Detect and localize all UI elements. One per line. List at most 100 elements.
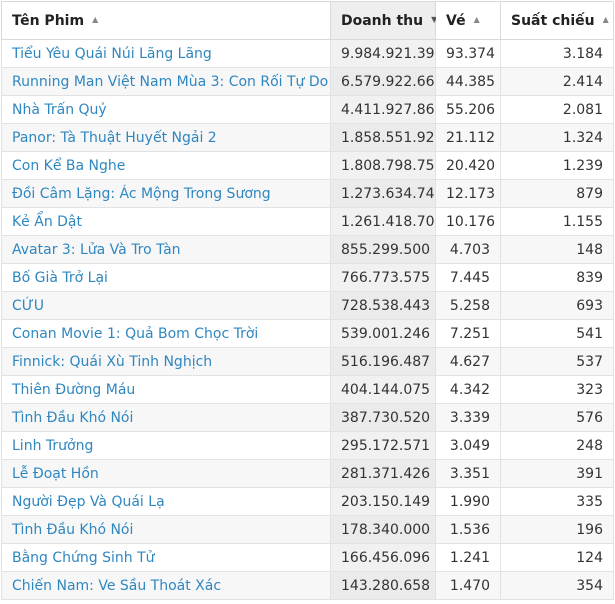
movie-title-link[interactable]: Bố Già Trở Lại — [1, 263, 331, 292]
tickets-cell: 1.990 — [435, 487, 501, 516]
movie-title-link[interactable]: Tình Đầu Khó Nói — [1, 515, 331, 544]
table-row: Tiểu Yêu Quái Núi Lãng Lãng 9.984.921.397… — [1, 39, 614, 68]
table-row: Kẻ Ẩn Dật 1.261.418.702 10.176 1.155 — [1, 207, 614, 236]
movie-title-link[interactable]: Nhà Trấn Quỷ — [1, 95, 331, 124]
tickets-cell: 1.470 — [435, 571, 501, 600]
table-row: Bố Già Trở Lại 766.773.575 7.445 839 — [1, 263, 614, 292]
movie-title-link[interactable]: CỨU — [1, 291, 331, 320]
showtimes-cell: 391 — [500, 459, 614, 488]
revenue-cell: 4.411.927.866 — [330, 95, 436, 124]
revenue-cell: 387.730.520 — [330, 403, 436, 432]
column-header-tickets[interactable]: Vé ▲ — [435, 1, 501, 40]
showtimes-cell: 693 — [500, 291, 614, 320]
revenue-cell: 404.144.075 — [330, 375, 436, 404]
movie-title-link[interactable]: Lễ Đoạt Hồn — [1, 459, 331, 488]
tickets-cell: 4.703 — [435, 235, 501, 264]
showtimes-cell: 148 — [500, 235, 614, 264]
revenue-cell: 1.858.551.924 — [330, 123, 436, 152]
movie-title-link[interactable]: Conan Movie 1: Quả Bom Chọc Trời — [1, 319, 331, 348]
tickets-cell: 3.351 — [435, 459, 501, 488]
table-row: Tình Đầu Khó Nói 387.730.520 3.339 576 — [1, 403, 614, 432]
table-header-row: Tên Phim ▲ Doanh thu ▼ Vé ▲ Suất chiếu ▲ — [1, 1, 614, 40]
revenue-cell: 281.371.426 — [330, 459, 436, 488]
showtimes-cell: 248 — [500, 431, 614, 460]
revenue-cell: 516.196.487 — [330, 347, 436, 376]
revenue-cell: 178.340.000 — [330, 515, 436, 544]
column-header-tickets-label: Vé — [446, 12, 466, 29]
column-header-title[interactable]: Tên Phim ▲ — [1, 1, 331, 40]
movie-title-link[interactable]: Tình Đầu Khó Nói — [1, 403, 331, 432]
movie-title-link[interactable]: Con Kể Ba Nghe — [1, 151, 331, 180]
tickets-cell: 20.420 — [435, 151, 501, 180]
table-row: Thiên Đường Máu 404.144.075 4.342 323 — [1, 375, 614, 404]
revenue-cell: 6.579.922.667 — [330, 67, 436, 96]
revenue-cell: 143.280.658 — [330, 571, 436, 600]
table-row: Người Đẹp Và Quái Lạ 203.150.149 1.990 335 — [1, 487, 614, 516]
movie-title-link[interactable]: Finnick: Quái Xù Tinh Nghịch — [1, 347, 331, 376]
table-row: Running Man Việt Nam Mùa 3: Con Rối Tự D… — [1, 67, 614, 96]
tickets-cell: 12.173 — [435, 179, 501, 208]
showtimes-cell: 1.324 — [500, 123, 614, 152]
table-row: Đồi Câm Lặng: Ác Mộng Trong Sương 1.273.6… — [1, 179, 614, 208]
table-row: Conan Movie 1: Quả Bom Chọc Trời 539.001.… — [1, 319, 614, 348]
movie-title-link[interactable]: Avatar 3: Lửa Và Tro Tàn — [1, 235, 331, 264]
showtimes-cell: 335 — [500, 487, 614, 516]
table-row: Tình Đầu Khó Nói 178.340.000 1.536 196 — [1, 515, 614, 544]
tickets-cell: 4.342 — [435, 375, 501, 404]
showtimes-cell: 576 — [500, 403, 614, 432]
table-row: Finnick: Quái Xù Tinh Nghịch 516.196.487 4… — [1, 347, 614, 376]
table-row: CỨU 728.538.443 5.258 693 — [1, 291, 614, 320]
revenue-cell: 1.808.798.753 — [330, 151, 436, 180]
showtimes-cell: 2.081 — [500, 95, 614, 124]
movie-title-link[interactable]: Người Đẹp Và Quái Lạ — [1, 487, 331, 516]
movie-title-link[interactable]: Chiến Nam: Ve Sầu Thoát Xác — [1, 571, 331, 600]
tickets-cell: 3.339 — [435, 403, 501, 432]
movie-title-link[interactable]: Đồi Câm Lặng: Ác Mộng Trong Sương — [1, 179, 331, 208]
tickets-cell: 3.049 — [435, 431, 501, 460]
showtimes-cell: 2.414 — [500, 67, 614, 96]
column-header-revenue[interactable]: Doanh thu ▼ — [330, 1, 438, 40]
showtimes-cell: 323 — [500, 375, 614, 404]
revenue-cell: 9.984.921.397 — [330, 39, 436, 68]
showtimes-cell: 1.155 — [500, 207, 614, 236]
tickets-cell: 4.627 — [435, 347, 501, 376]
tickets-cell: 44.385 — [435, 67, 501, 96]
movie-title-link[interactable]: Tiểu Yêu Quái Núi Lãng Lãng — [1, 39, 331, 68]
table-row: Panor: Tà Thuật Huyết Ngải 2 1.858.551.92… — [1, 123, 614, 152]
revenue-cell: 766.773.575 — [330, 263, 436, 292]
revenue-cell: 728.538.443 — [330, 291, 436, 320]
sort-desc-icon: ▼ — [431, 15, 438, 24]
tickets-cell: 55.206 — [435, 95, 501, 124]
tickets-cell: 7.251 — [435, 319, 501, 348]
revenue-cell: 855.299.500 — [330, 235, 436, 264]
movie-title-link[interactable]: Running Man Việt Nam Mùa 3: Con Rối Tự D… — [1, 67, 331, 96]
showtimes-cell: 354 — [500, 571, 614, 600]
table-row: Lễ Đoạt Hồn 281.371.426 3.351 391 — [1, 459, 614, 488]
column-header-showtimes-label: Suất chiếu — [511, 12, 595, 29]
sort-asc-icon: ▲ — [473, 15, 480, 24]
sort-asc-icon: ▲ — [602, 15, 609, 24]
movie-title-link[interactable]: Panor: Tà Thuật Huyết Ngải 2 — [1, 123, 331, 152]
revenue-cell: 295.172.571 — [330, 431, 436, 460]
showtimes-cell: 196 — [500, 515, 614, 544]
tickets-cell: 21.112 — [435, 123, 501, 152]
movie-title-link[interactable]: Kẻ Ẩn Dật — [1, 207, 331, 236]
table-row: Avatar 3: Lửa Và Tro Tàn 855.299.500 4.703… — [1, 235, 614, 264]
showtimes-cell: 541 — [500, 319, 614, 348]
column-header-title-label: Tên Phim — [12, 12, 85, 29]
movie-title-link[interactable]: Linh Trưởng — [1, 431, 331, 460]
revenue-cell: 166.456.096 — [330, 543, 436, 572]
movie-title-link[interactable]: Bằng Chứng Sinh Tử — [1, 543, 331, 572]
table-row: Linh Trưởng 295.172.571 3.049 248 — [1, 431, 614, 460]
showtimes-cell: 839 — [500, 263, 614, 292]
column-header-showtimes[interactable]: Suất chiếu ▲ — [500, 1, 614, 40]
revenue-cell: 203.150.149 — [330, 487, 436, 516]
column-header-revenue-label: Doanh thu — [341, 12, 424, 29]
tickets-cell: 5.258 — [435, 291, 501, 320]
showtimes-cell: 879 — [500, 179, 614, 208]
revenue-cell: 1.273.634.742 — [330, 179, 436, 208]
tickets-cell: 1.241 — [435, 543, 501, 572]
sort-asc-icon: ▲ — [92, 15, 99, 24]
movie-title-link[interactable]: Thiên Đường Máu — [1, 375, 331, 404]
